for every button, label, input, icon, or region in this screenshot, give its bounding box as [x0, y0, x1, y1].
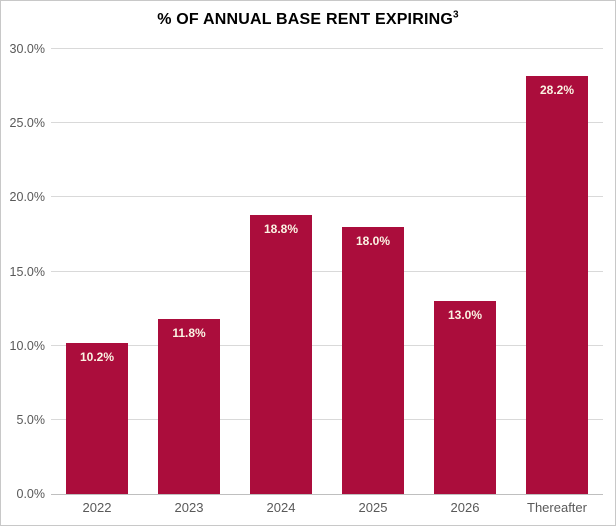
y-axis-tick-label: 10.0% — [9, 338, 45, 353]
gridline — [51, 270, 603, 272]
y-axis-tick-label: 0.0% — [16, 487, 46, 501]
y-axis-tick-label: 20.0% — [9, 190, 45, 205]
gridline — [51, 418, 603, 420]
x-axis-category-label: 2024 — [266, 500, 296, 515]
bar: 10.2% — [66, 342, 128, 494]
y-axis-tick-label: 25.0% — [9, 116, 45, 131]
gridline — [51, 196, 603, 198]
bar-value-label: 10.2% — [79, 349, 115, 364]
x-axis-category-label: Thereafter — [527, 500, 587, 515]
gridline — [51, 344, 603, 346]
bar: 18.8% — [250, 215, 312, 494]
gridline — [51, 122, 603, 124]
plot-area: 10.2% 11.8% 18.8% 18.0% 13.0% 28.2% — [51, 48, 603, 495]
x-axis-category-label: 2025 — [358, 500, 388, 515]
y-axis-tick-label: 15.0% — [9, 264, 45, 279]
bar: 11.8% — [158, 318, 220, 494]
y-axis-tick-label: 5.0% — [16, 412, 46, 427]
x-axis-baseline — [51, 494, 603, 495]
bar: 18.0% — [342, 227, 404, 494]
bar: 28.2% — [526, 75, 588, 494]
chart-title: % OF ANNUAL BASE RENT EXPIRING3 — [1, 9, 615, 29]
chart-title-text: % OF ANNUAL BASE RENT EXPIRING — [157, 11, 454, 28]
x-axis-category-label: 2026 — [450, 500, 480, 515]
y-axis-tick-label: 30.0% — [9, 42, 45, 56]
x-axis-category-label: 2023 — [174, 500, 204, 515]
bar-value-label: 18.0% — [355, 234, 391, 248]
bar-value-label: 18.8% — [263, 222, 299, 237]
bar-value-label: 13.0% — [447, 308, 483, 323]
gridline — [51, 48, 603, 49]
bar: 13.0% — [434, 301, 496, 494]
bar-value-label: 11.8% — [172, 325, 206, 340]
bar-value-label: 28.2% — [539, 82, 575, 97]
x-axis-category-label: 2022 — [82, 500, 112, 515]
title-footnote-superscript: 3 — [453, 9, 459, 21]
